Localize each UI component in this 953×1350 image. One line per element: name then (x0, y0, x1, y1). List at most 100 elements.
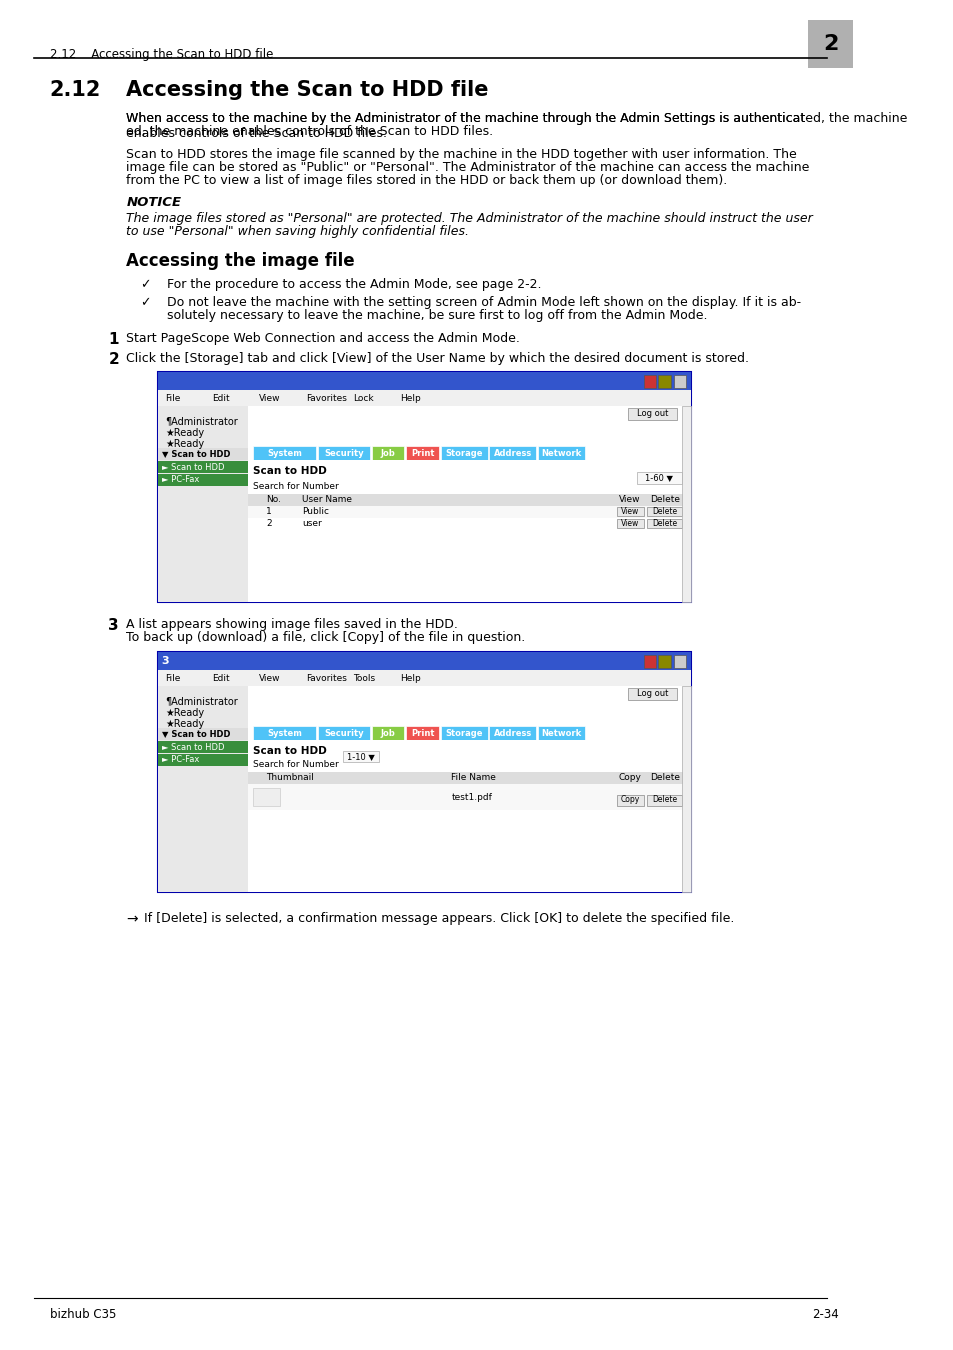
Bar (673, 375, 685, 387)
Text: 2: 2 (822, 34, 838, 54)
Text: solutely necessary to leave the machine, be sure first to log off from the Admin: solutely necessary to leave the machine,… (167, 309, 707, 323)
Bar (616, 795, 643, 806)
Bar (158, 406, 248, 602)
Bar (647, 795, 681, 806)
Text: ★Ready: ★Ready (165, 707, 204, 718)
Bar (253, 726, 315, 740)
Text: ¶Administrator: ¶Administrator (165, 416, 237, 427)
Text: ▼ Scan to HDD: ▼ Scan to HDD (161, 450, 230, 459)
Text: A list appears showing image files saved in the HDD.: A list appears showing image files saved… (126, 618, 457, 630)
Bar (248, 460, 690, 602)
Text: Delete: Delete (649, 495, 679, 505)
Text: No.: No. (266, 495, 281, 505)
Text: View: View (618, 495, 639, 505)
Text: Tools: Tools (353, 674, 375, 683)
Bar (248, 506, 690, 518)
Text: ► Scan to HDD: ► Scan to HDD (161, 743, 224, 752)
Bar (673, 655, 685, 668)
Bar (158, 460, 248, 472)
Text: ► Scan to HDD: ► Scan to HDD (161, 463, 224, 471)
Text: 3: 3 (109, 618, 119, 633)
Text: Scan to HDD stores the image file scanned by the machine in the HDD together wit: Scan to HDD stores the image file scanne… (126, 148, 797, 161)
Text: 1: 1 (266, 508, 272, 517)
Bar (627, 688, 677, 701)
Text: 1-60 ▼: 1-60 ▼ (644, 474, 673, 482)
Bar (616, 518, 643, 528)
Bar (158, 652, 690, 670)
Text: Lock: Lock (353, 394, 374, 404)
Bar (248, 518, 690, 531)
Bar (537, 446, 584, 460)
Bar (440, 726, 487, 740)
Text: ed, the machine enables controls of the Scan to HDD files.: ed, the machine enables controls of the … (126, 126, 493, 138)
Text: Search for Number: Search for Number (253, 482, 338, 491)
Text: ★Ready: ★Ready (165, 439, 204, 450)
Bar (158, 448, 248, 460)
Text: 2: 2 (109, 352, 119, 367)
Bar (317, 446, 370, 460)
Text: Security: Security (324, 448, 363, 458)
Text: ✓: ✓ (140, 278, 151, 292)
Text: Public: Public (302, 508, 329, 517)
Text: ★Ready: ★Ready (165, 428, 204, 437)
Text: Search for Number: Search for Number (253, 760, 338, 770)
Text: NOTICE: NOTICE (126, 196, 181, 209)
Bar (489, 446, 536, 460)
Bar (158, 741, 248, 753)
Bar (158, 755, 248, 765)
Text: Job: Job (380, 448, 395, 458)
Text: To back up (download) a file, click [Copy] of the file in question.: To back up (download) a file, click [Cop… (126, 630, 525, 644)
Text: Copy: Copy (618, 774, 640, 783)
Text: Help: Help (399, 394, 420, 404)
Text: User Name: User Name (302, 495, 352, 505)
Text: ¶Administrator: ¶Administrator (165, 697, 237, 706)
Bar (537, 726, 584, 740)
Text: Security: Security (324, 729, 363, 737)
Bar (627, 408, 677, 420)
Bar (372, 446, 404, 460)
Text: Favorites: Favorites (306, 674, 347, 683)
Bar (616, 508, 643, 516)
Text: Copy: Copy (620, 795, 639, 805)
Text: ► PC-Fax: ► PC-Fax (161, 475, 199, 485)
Text: Storage: Storage (445, 448, 482, 458)
Text: Network: Network (541, 729, 581, 737)
Text: Accessing the Scan to HDD file: Accessing the Scan to HDD file (126, 80, 488, 100)
Bar (158, 373, 690, 390)
Text: Thumbnail: Thumbnail (266, 774, 314, 783)
Bar (158, 686, 248, 892)
Text: 1-10 ▼: 1-10 ▼ (347, 752, 375, 761)
Text: View: View (259, 674, 280, 683)
Text: Help: Help (399, 674, 420, 683)
Text: Favorites: Favorites (306, 394, 347, 404)
Text: System: System (267, 448, 301, 458)
Text: Log out: Log out (637, 409, 668, 418)
Text: File: File (165, 674, 180, 683)
Text: View: View (620, 508, 639, 517)
Text: Storage: Storage (445, 729, 482, 737)
Text: When access to the machine by the Administrator of the machine through the Admin: When access to the machine by the Admini… (126, 112, 809, 126)
Text: Click the [Storage] tab and click [View] of the User Name by which the desired d: Click the [Storage] tab and click [View]… (126, 352, 749, 365)
Text: View: View (620, 520, 639, 528)
Text: Edit: Edit (212, 394, 230, 404)
Bar (647, 518, 681, 528)
Text: Print: Print (411, 729, 434, 737)
Bar (681, 406, 690, 602)
Bar (343, 751, 378, 761)
Text: 2-34: 2-34 (811, 1308, 838, 1322)
Text: Scan to HDD: Scan to HDD (253, 747, 326, 756)
Text: ► PC-Fax: ► PC-Fax (161, 756, 199, 764)
Text: ✓: ✓ (140, 296, 151, 309)
Bar (158, 373, 690, 602)
Bar (248, 784, 690, 810)
Text: File Name: File Name (451, 774, 496, 783)
Text: to use "Personal" when saving highly confidential files.: to use "Personal" when saving highly con… (126, 225, 469, 238)
Text: image file can be stored as "Public" or "Personal". The Administrator of the mac: image file can be stored as "Public" or … (126, 161, 809, 174)
Bar (253, 788, 279, 806)
Bar (248, 740, 690, 892)
Text: Do not leave the machine with the setting screen of Admin Mode left shown on the: Do not leave the machine with the settin… (167, 296, 801, 309)
Bar (636, 472, 681, 485)
Bar (248, 772, 690, 784)
Text: ▼ Scan to HDD: ▼ Scan to HDD (161, 729, 230, 738)
Text: Print: Print (411, 448, 434, 458)
